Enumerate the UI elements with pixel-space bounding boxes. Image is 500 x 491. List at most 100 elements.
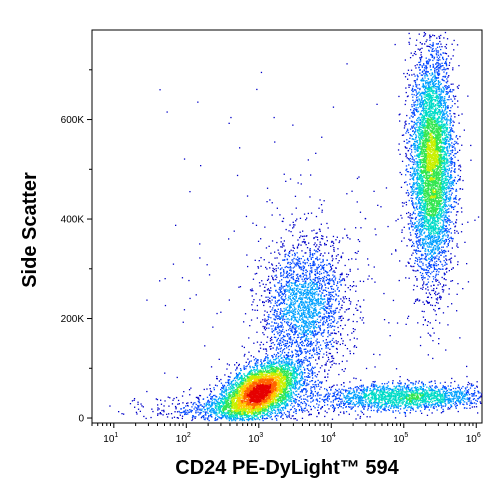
cell-event-dot <box>316 373 319 376</box>
cell-event-dot <box>296 382 299 384</box>
cell-event-dot <box>236 392 238 394</box>
cell-event-dot <box>272 278 274 280</box>
cell-event-dot <box>238 395 240 397</box>
cell-event-dot <box>243 402 245 404</box>
cell-event-dot <box>323 353 325 355</box>
cell-event-dot <box>275 404 277 406</box>
cell-event-dot <box>293 247 295 249</box>
cell-event-dot <box>238 378 240 381</box>
cell-event-dot <box>280 371 283 373</box>
cell-event-dot <box>272 379 274 381</box>
cell-event-dot <box>337 331 340 333</box>
cell-event-dot <box>284 395 286 397</box>
cell-event-dot <box>314 310 316 312</box>
cell-event-dot <box>248 378 250 380</box>
cell-event-dot <box>264 404 266 406</box>
cell-event-dot <box>262 404 264 406</box>
cell-event-dot <box>250 395 252 397</box>
cell-event-dot <box>266 400 268 403</box>
cell-event-dot <box>257 384 259 387</box>
cell-event-dot <box>294 309 296 311</box>
cell-event-dot <box>330 241 333 243</box>
cell-event-dot <box>264 410 266 412</box>
cell-event-dot <box>273 344 276 346</box>
cell-event-dot <box>262 301 264 304</box>
cell-event-dot <box>251 383 253 386</box>
cell-event-dot <box>250 385 252 388</box>
cell-event-dot <box>249 325 251 327</box>
cell-event-dot <box>228 381 230 383</box>
cell-event-dot <box>281 391 283 393</box>
cell-event-dot <box>255 381 258 383</box>
cell-event-dot <box>220 394 222 396</box>
cell-event-dot <box>233 393 235 395</box>
cell-event-dot <box>312 372 314 374</box>
cell-event-dot <box>282 301 285 303</box>
cell-event-dot <box>220 393 222 395</box>
cell-event-dot <box>236 374 238 376</box>
cell-event-dot <box>257 394 259 396</box>
cell-event-dot <box>352 320 354 323</box>
cell-event-dot <box>298 361 300 364</box>
cell-event-dot <box>234 380 237 382</box>
cell-event-dot <box>280 313 282 315</box>
cell-event-dot <box>295 384 297 386</box>
cell-event-dot <box>249 404 252 406</box>
cell-event-dot <box>313 386 316 388</box>
cell-event-dot <box>296 277 298 280</box>
cell-event-dot <box>291 380 293 382</box>
cell-event-dot <box>284 405 287 407</box>
cell-event-dot <box>270 391 272 394</box>
cell-event-dot <box>291 288 294 290</box>
cell-event-dot <box>261 366 263 368</box>
cell-event-dot <box>257 396 259 398</box>
cell-event-dot <box>284 351 286 354</box>
cell-event-dot <box>244 408 247 410</box>
cell-event-dot <box>276 383 278 385</box>
cell-event-dot <box>292 297 294 299</box>
cell-event-dot <box>252 390 254 392</box>
cell-event-dot <box>249 388 251 390</box>
cell-event-dot <box>269 394 272 396</box>
cell-event-dot <box>288 345 290 347</box>
cell-event-dot <box>290 310 292 312</box>
cell-event-dot <box>247 363 250 365</box>
cell-event-dot <box>278 317 280 320</box>
cell-event-dot <box>325 347 327 349</box>
cell-event-dot <box>265 401 267 403</box>
cell-event-dot <box>244 381 246 383</box>
cell-event-dot <box>289 263 291 266</box>
cell-event-dot <box>306 307 308 309</box>
cell-event-dot <box>269 399 272 401</box>
cell-event-dot <box>272 394 274 396</box>
cell-event-dot <box>297 355 299 357</box>
cell-event-dot <box>276 367 278 369</box>
cell-event-dot <box>258 404 261 406</box>
cell-event-dot <box>266 341 268 343</box>
cell-event-dot <box>250 391 252 394</box>
cell-event-dot <box>282 398 284 400</box>
cell-event-dot <box>273 366 275 368</box>
cell-event-dot <box>293 386 295 388</box>
cell-event-dot <box>298 336 300 338</box>
cell-event-dot <box>254 394 256 396</box>
cell-event-dot <box>262 396 264 398</box>
cell-event-dot <box>295 390 297 393</box>
cell-event-dot <box>309 364 311 366</box>
cell-event-dot <box>248 415 251 417</box>
cell-event-dot <box>293 384 295 386</box>
cell-event-dot <box>332 325 334 327</box>
cell-event-dot <box>288 416 290 418</box>
cell-event-dot <box>254 399 256 401</box>
cell-event-dot <box>251 390 253 392</box>
cell-event-dot <box>225 390 227 393</box>
cell-event-dot <box>269 417 271 419</box>
cell-event-dot <box>266 377 268 380</box>
cell-event-dot <box>264 329 267 331</box>
cell-event-dot <box>236 368 238 370</box>
cell-event-dot <box>356 304 358 306</box>
cell-event-dot <box>322 356 324 358</box>
cell-event-dot <box>332 244 334 247</box>
cell-event-dot <box>272 377 274 379</box>
cell-event-dot <box>250 360 252 362</box>
